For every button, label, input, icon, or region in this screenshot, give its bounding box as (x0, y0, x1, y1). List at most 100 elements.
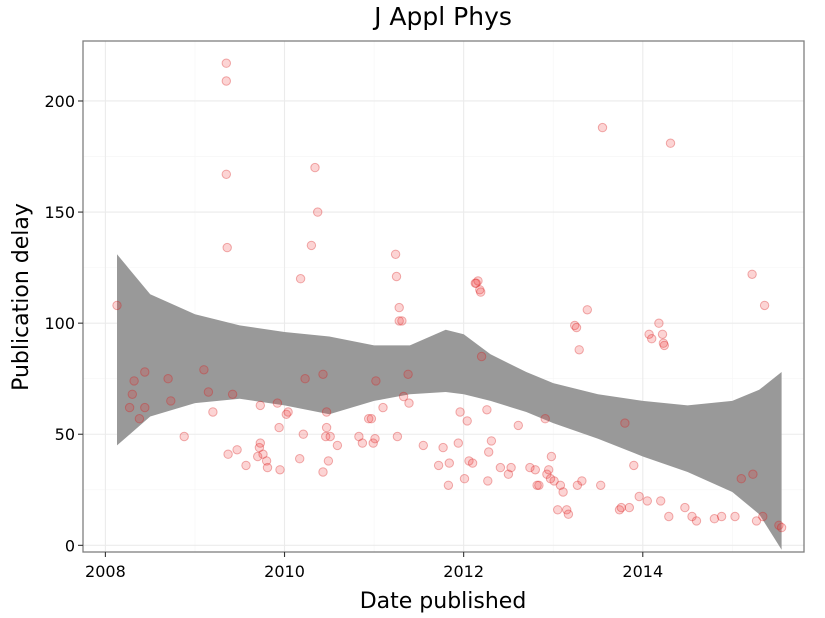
data-point (332, 440, 343, 451)
data-point (597, 122, 608, 133)
data-point (659, 340, 669, 351)
chart-title: J Appl Phys (372, 2, 512, 31)
data-point (221, 76, 232, 86)
data-point (774, 520, 784, 530)
data-point (759, 300, 770, 311)
data-point (203, 387, 214, 397)
data-point (644, 329, 654, 339)
data-point (525, 462, 535, 473)
data-point (283, 407, 293, 417)
data-point (736, 474, 746, 484)
data-point (371, 376, 381, 386)
data-point (624, 502, 634, 513)
smooth-confidence-band (117, 254, 782, 550)
data-point (179, 431, 189, 442)
y-tick-label: 50 (55, 425, 75, 444)
x-axis: 2008 2010 2012 2014 (85, 552, 663, 581)
data-point (691, 516, 702, 526)
data-point (321, 422, 332, 433)
data-point (462, 416, 472, 426)
data-point (140, 367, 150, 377)
data-point (656, 496, 666, 506)
data-point (572, 480, 583, 490)
data-points (112, 58, 787, 533)
data-point (680, 502, 690, 513)
data-point (571, 322, 582, 333)
y-tick-label: 0 (65, 536, 75, 555)
x-tick-label: 2008 (85, 562, 126, 581)
data-point (275, 465, 285, 475)
data-point (208, 407, 218, 417)
data-point (486, 436, 497, 446)
data-point (534, 480, 544, 490)
data-point (378, 402, 388, 413)
data-point (392, 431, 403, 442)
data-point (295, 274, 306, 284)
data-point (318, 467, 328, 477)
data-point (232, 445, 242, 455)
data-point (657, 329, 668, 339)
x-tick-label: 2010 (264, 562, 305, 581)
data-point (467, 458, 478, 468)
data-point (776, 522, 787, 533)
data-point (495, 462, 506, 473)
data-point (166, 396, 176, 406)
data-point (112, 300, 122, 311)
data-point (476, 287, 486, 297)
data-point (134, 414, 145, 424)
data-point (127, 389, 138, 399)
data-point (484, 447, 494, 457)
data-point (357, 438, 368, 448)
data-point (658, 338, 669, 348)
data-point (558, 487, 568, 497)
data-point (255, 438, 265, 448)
data-point (391, 271, 402, 282)
data-point (300, 374, 310, 384)
data-point (553, 505, 563, 515)
data-point (444, 458, 454, 468)
data-point (459, 474, 470, 484)
data-point (476, 351, 487, 362)
data-point (540, 414, 550, 424)
data-point (544, 465, 554, 475)
data-point (473, 276, 483, 286)
data-point (748, 469, 758, 479)
data-point (364, 414, 374, 424)
data-point (261, 456, 272, 466)
y-axis: 0 50 100 150 200 (44, 92, 83, 555)
data-point (222, 242, 232, 253)
data-point (577, 476, 587, 486)
data-point (596, 480, 606, 490)
data-point (453, 438, 463, 448)
data-point (394, 302, 404, 313)
data-point (471, 278, 481, 288)
data-point (503, 469, 514, 479)
data-point (221, 58, 232, 68)
data-point (223, 449, 233, 459)
data-point (464, 456, 474, 466)
data-point (325, 431, 335, 442)
y-axis-title: Publication delay (9, 203, 34, 391)
data-point (563, 509, 574, 519)
data-point (542, 469, 552, 479)
data-point (730, 511, 740, 522)
data-point (124, 402, 135, 413)
data-point (394, 316, 404, 326)
data-point (370, 434, 380, 444)
y-tick-label: 200 (44, 92, 75, 111)
data-point (555, 480, 566, 490)
data-point (455, 407, 465, 417)
data-point (574, 345, 584, 355)
data-point (253, 451, 263, 462)
data-point (642, 496, 652, 506)
data-point (313, 207, 323, 217)
data-point (582, 305, 592, 315)
data-point (549, 476, 559, 486)
data-point (272, 398, 283, 408)
data-point (295, 454, 305, 464)
data-point (366, 414, 377, 424)
data-point (629, 460, 639, 471)
data-point (654, 318, 664, 328)
data-point (443, 480, 454, 490)
